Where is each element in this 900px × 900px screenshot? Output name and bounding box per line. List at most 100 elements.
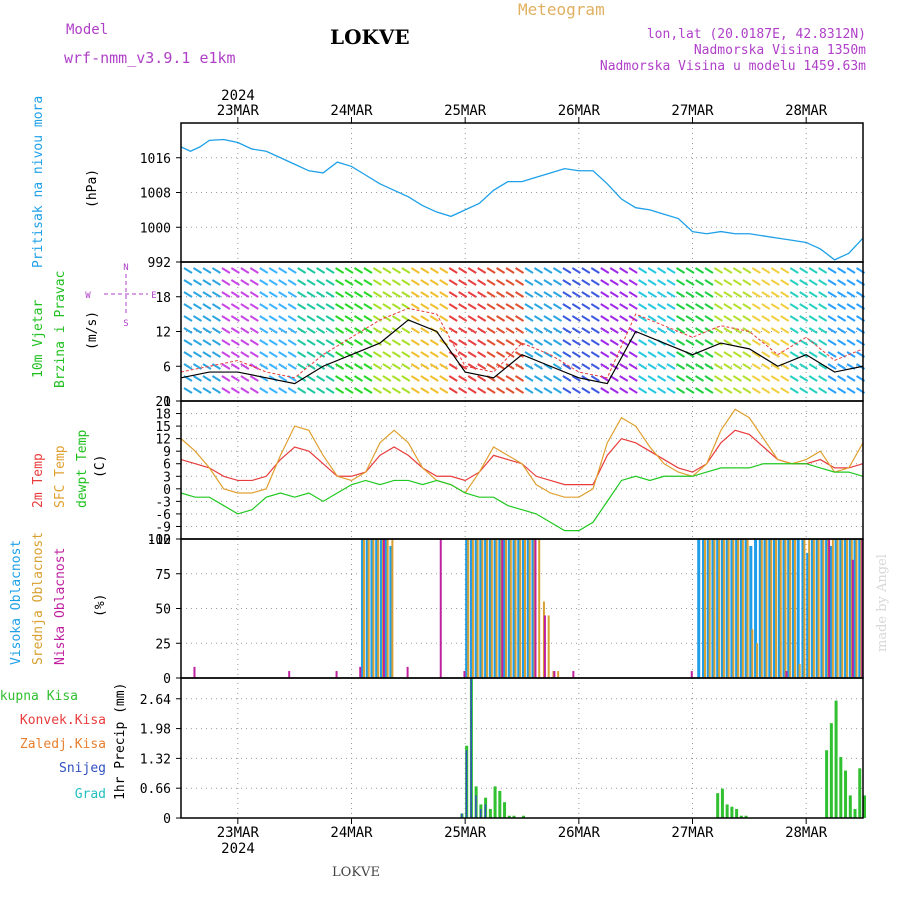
wind-barb (770, 291, 780, 298)
station-title: LOKVE (330, 25, 410, 49)
mid-cloud-bar (713, 539, 716, 678)
wind-barb (287, 303, 297, 310)
model-altitude-label: Nadmorska Visina u modelu 1459.63m (600, 59, 866, 74)
wind-barb (704, 291, 714, 298)
high-cloud-bar (526, 539, 530, 678)
wind-barb (562, 267, 572, 274)
wind-barb (732, 267, 742, 274)
wind-barb (306, 375, 316, 382)
wind-barb (297, 279, 307, 286)
wind-barb (306, 363, 316, 370)
wind-barb (827, 279, 837, 286)
wind-barb (401, 387, 411, 394)
high-cloud-bar (512, 539, 516, 678)
wind-barb (221, 315, 231, 322)
wind-barb (335, 267, 345, 274)
wind-barb (363, 387, 373, 394)
wind-barb (685, 339, 695, 346)
wind-barb (448, 315, 458, 322)
wind-barb (448, 279, 458, 286)
high-cloud-bar (744, 539, 748, 678)
precip-bar (834, 700, 838, 818)
wind-barb (192, 327, 203, 334)
wind-barb (297, 267, 307, 274)
wind-barb (344, 291, 354, 298)
wind-barb (581, 387, 591, 394)
model-name: wrf-nmm_v3.9.1 e1km (64, 49, 236, 67)
wind-barb (571, 375, 581, 382)
wind-barb (837, 267, 847, 274)
sfc-temp-line (180, 408, 864, 498)
wind-barb (552, 315, 562, 322)
wind-barb (533, 279, 544, 286)
wind-barb (657, 279, 667, 286)
wind-barb (694, 291, 705, 298)
wind-barb (780, 339, 790, 346)
wind-barb (221, 339, 231, 346)
wind-barb (704, 387, 714, 394)
wind-barb (837, 279, 847, 286)
wind-barb (742, 315, 752, 322)
mid-cloud-bar (746, 539, 749, 678)
wind-barb (846, 303, 856, 310)
wind-barb (685, 267, 695, 274)
wind-barb (694, 339, 705, 346)
wind-barb (505, 387, 515, 394)
wind-barb (818, 279, 828, 286)
low-cloud-bar (785, 671, 788, 678)
wind-barb (685, 363, 695, 370)
wind-barb (249, 387, 259, 394)
y-tick-label: 0 (163, 812, 171, 827)
wind-barb (628, 375, 638, 382)
wind-barb (240, 363, 250, 370)
wind-barb (846, 387, 856, 394)
wind-barb (496, 267, 506, 274)
wind-barb (363, 375, 373, 382)
wind-barb (249, 303, 259, 310)
footer-station: LOKVE (332, 865, 380, 880)
precip-bar (522, 815, 525, 818)
wind-barb (192, 315, 203, 322)
wind-barb (581, 267, 591, 274)
y-tick-label: 0 (163, 483, 171, 498)
wind-barb (562, 315, 572, 322)
wind-barb (713, 315, 723, 322)
wind-barb (230, 363, 240, 370)
high-cloud-bar (493, 539, 497, 678)
wind-barb (685, 291, 695, 298)
wind-barb (410, 291, 420, 298)
high-cloud-bar (389, 545, 393, 678)
low-cloud-bar (828, 539, 831, 678)
wind-barb (287, 339, 297, 346)
wind-barb (514, 327, 525, 334)
wind-barb (259, 363, 269, 370)
x-tick-label-top: 24MAR (330, 103, 373, 119)
wind-barb (420, 291, 430, 298)
wind-barb (742, 375, 752, 382)
wind-barb (590, 267, 600, 274)
wind-barb (676, 267, 686, 274)
wind-barb (448, 291, 458, 298)
wind-barb (770, 363, 780, 370)
wind-barb (344, 303, 354, 310)
wind-barb (439, 375, 449, 382)
low-cloud-bar (335, 671, 338, 678)
wind-barb (467, 387, 477, 394)
wind-barb (657, 291, 667, 298)
wind-barb (448, 267, 458, 274)
wind-barb (382, 315, 392, 322)
wind-barb (268, 339, 278, 346)
wind-barb (685, 387, 695, 394)
wind-barb (761, 291, 771, 298)
wind-barb (372, 363, 382, 370)
dewpt-line (180, 463, 864, 532)
wind-barb (808, 315, 818, 322)
wind-barb (524, 387, 534, 394)
wind-barb (192, 375, 203, 382)
wind-barb (439, 267, 449, 274)
wind-barb (780, 327, 790, 334)
compass-w: W (85, 291, 91, 301)
cloud-unit: (%) (93, 594, 108, 617)
wind-barb (477, 339, 487, 346)
high-cloud-bar (806, 552, 810, 678)
